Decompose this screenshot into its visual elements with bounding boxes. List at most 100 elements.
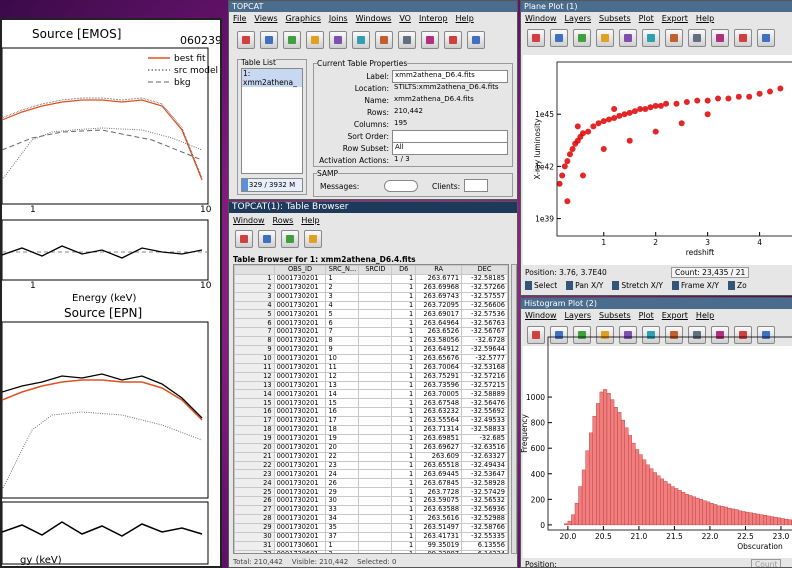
tool-button[interactable] (596, 29, 614, 47)
menu-item[interactable]: Plot (638, 311, 654, 320)
list-item[interactable]: 1: xmm2athena_ (242, 69, 302, 87)
property-value[interactable]: xmm2athena_D6.4.fits (392, 69, 508, 83)
tool-button[interactable] (757, 326, 775, 344)
table-row[interactable]: 10 0001730201 10 1 263.65676 -32.5777 (234, 353, 508, 364)
tool-button[interactable] (573, 29, 591, 47)
table-row[interactable]: 25 0001730201 29 1 263.7728 -32.57429 (234, 487, 508, 498)
tool-button[interactable] (467, 31, 485, 49)
column-header[interactable] (234, 265, 275, 275)
table-row[interactable]: 18 0001730201 18 1 263.71314 -32.58833 (234, 425, 508, 435)
tool-button[interactable] (550, 29, 568, 47)
tool-button[interactable] (281, 230, 299, 248)
tool-button[interactable] (329, 31, 347, 49)
menu-item[interactable]: Window (525, 311, 557, 320)
column-header[interactable]: RA (415, 265, 463, 275)
table-row[interactable]: 2 0001730201 2 1 263.69968 -32.57266 (234, 282, 508, 293)
tool-button[interactable] (352, 31, 370, 49)
mode-button[interactable]: Select (525, 281, 557, 290)
table-row[interactable]: 6 0001730201 6 1 263.64964 -32.56763 (234, 318, 508, 329)
tool-button[interactable] (260, 31, 278, 49)
table-row[interactable]: 29 0001730201 35 1 263.51497 -32.58766 (234, 522, 508, 533)
tool-button[interactable] (665, 29, 683, 47)
table-row[interactable]: 17 0001730201 17 1 263.55564 -32.49533 (234, 416, 508, 427)
table-row[interactable]: 3 0001730201 3 1 263.69743 -32.57557 (234, 291, 508, 302)
tool-button[interactable] (642, 29, 660, 47)
menu-item[interactable]: Interop (418, 14, 448, 23)
tool-button[interactable] (619, 326, 637, 344)
menu-item[interactable]: Joins (328, 14, 348, 23)
tool-button[interactable] (688, 326, 706, 344)
menu-item[interactable]: Subsets (599, 14, 631, 23)
table-row[interactable]: 21 0001730201 22 1 263.609 -32.63327 (234, 451, 508, 462)
table-row[interactable]: 13 0001730201 13 1 263.73596 -32.57215 (234, 380, 508, 391)
property-value[interactable]: xmm2athena_D6.4.fits (394, 94, 474, 103)
table-row[interactable]: 15 0001730201 15 1 263.67548 -32.56476 (234, 398, 508, 409)
property-value[interactable]: STILTS:xmm2athena_D6.4.fits (394, 82, 499, 91)
table-row[interactable]: 27 0001730201 33 1 263.63588 -32.56936 (234, 505, 508, 515)
menu-item[interactable]: Graphics (285, 14, 321, 23)
table-row[interactable]: 9 0001730201 9 1 263.64912 -32.59644 (234, 345, 508, 355)
tool-button[interactable] (398, 31, 416, 49)
table-row[interactable]: 22 0001730201 23 1 263.65518 -32.49434 (234, 460, 508, 471)
table-row[interactable]: 7 0001730201 7 1 263.6526 -32.56767 (234, 327, 508, 338)
mode-button[interactable]: Zo (728, 281, 747, 290)
table-row[interactable]: 19 0001730201 19 1 263.69851 -32.685 (234, 433, 508, 444)
tool-button[interactable] (444, 31, 462, 49)
tool-button[interactable] (258, 230, 276, 248)
property-value[interactable]: 195 (394, 118, 408, 127)
menu-item[interactable]: Views (254, 14, 278, 23)
menu-item[interactable]: Help (695, 311, 715, 320)
table-row[interactable]: 23 0001730201 24 1 263.69445 -32.53647 (234, 469, 508, 480)
table-row[interactable]: 32 0001730601 2 1 99.32997 6.14234 (234, 549, 508, 553)
menu-item[interactable]: Plot (638, 14, 654, 23)
column-header[interactable]: OBS_ID (273, 265, 327, 275)
menu-item[interactable]: Subsets (599, 311, 631, 320)
menu-item[interactable]: Window (525, 14, 557, 23)
tool-button[interactable] (757, 29, 775, 47)
menu-item[interactable]: Export (661, 311, 688, 320)
menu-item[interactable]: Help (455, 14, 474, 23)
menu-item[interactable]: Help (301, 216, 320, 225)
table-row[interactable]: 30 0001730201 37 1 263.41731 -32.55335 (234, 531, 508, 542)
tool-button[interactable] (304, 230, 322, 248)
mode-button[interactable]: Pan X/Y (566, 281, 603, 290)
property-value[interactable]: 210,442 (394, 106, 423, 115)
tool-button[interactable] (619, 29, 637, 47)
column-header[interactable]: DEC (461, 265, 508, 275)
tool-button[interactable] (527, 29, 545, 47)
mode-button[interactable]: Stretch X/Y (612, 281, 663, 290)
column-header[interactable]: SRC_N... (325, 265, 360, 275)
table-row[interactable]: 16 0001730201 16 1 263.63232 -32.55692 (234, 407, 508, 418)
tool-button[interactable] (235, 230, 253, 248)
tool-button[interactable] (527, 326, 545, 344)
table-row[interactable]: 14 0001730201 14 1 263.70005 -32.58889 (234, 389, 508, 400)
table-row[interactable]: 12 0001730201 12 1 263.75291 -32.57216 (234, 371, 508, 382)
table-row[interactable]: 31 0001730601 1 1 99.35019 6.13556 (234, 540, 508, 551)
tool-button[interactable] (375, 31, 393, 49)
table-row[interactable]: 4 0001730201 4 1 263.72095 -32.56606 (234, 300, 508, 311)
tool-button[interactable] (421, 31, 439, 49)
property-value[interactable]: 1 / 3 (394, 154, 410, 163)
table-row[interactable]: 28 0001730201 34 1 263.5616 -32.52988 (234, 513, 508, 524)
menu-item[interactable]: File (233, 14, 247, 23)
tool-button[interactable] (688, 29, 706, 47)
menu-item[interactable]: Layers (564, 311, 592, 320)
menu-item[interactable]: Help (695, 14, 715, 23)
table-row[interactable]: 5 0001730201 5 1 263.69017 -32.57536 (234, 309, 508, 320)
tool-button[interactable] (573, 326, 591, 344)
tool-button[interactable] (550, 326, 568, 344)
menu-item[interactable]: Rows (272, 216, 294, 225)
tool-button[interactable] (642, 326, 660, 344)
table-row[interactable]: 11 0001730201 11 1 263.70064 -32.53168 (234, 362, 508, 373)
column-header[interactable]: D6 (391, 265, 417, 275)
menu-item[interactable]: VO (399, 14, 411, 23)
tool-button[interactable] (734, 29, 752, 47)
tool-button[interactable] (283, 31, 301, 49)
table-row[interactable]: 26 0001730201 30 1 263.59075 -32.56532 (234, 496, 508, 507)
tool-button[interactable] (306, 31, 324, 49)
tool-button[interactable] (711, 29, 729, 47)
table-row[interactable]: 24 0001730201 26 1 263.67845 -32.58928 (234, 478, 508, 489)
menu-item[interactable]: Layers (564, 14, 592, 23)
tool-button[interactable] (237, 31, 255, 49)
menu-item[interactable]: Windows (355, 14, 392, 23)
